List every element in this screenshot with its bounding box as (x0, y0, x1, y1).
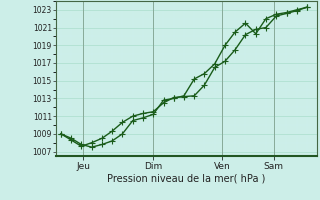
X-axis label: Pression niveau de la mer( hPa ): Pression niveau de la mer( hPa ) (107, 173, 266, 183)
